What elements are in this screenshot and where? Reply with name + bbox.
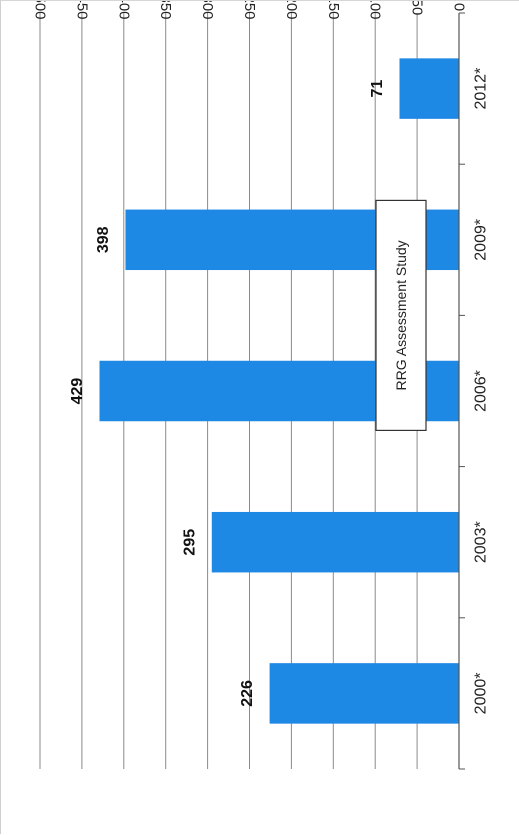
data-label: 71 — [369, 80, 386, 98]
data-label: 226 — [239, 680, 256, 707]
bar — [211, 511, 459, 573]
category-label: 2006* — [473, 370, 490, 412]
data-label: 398 — [95, 226, 112, 253]
data-label: 295 — [181, 529, 198, 556]
x-tick-label: 100 — [367, 1, 384, 20]
annotation-layer: RRG Assessment Study — [375, 199, 427, 431]
axis-layer: 0 50 100 150 200 250 300 350 400 450 500 2000* 2003*… — [32, 1, 490, 770]
x-tick-label: 400 — [115, 1, 132, 20]
annotation-box — [375, 199, 427, 431]
x-tick-label: 450 — [73, 1, 90, 20]
category-label: 2012* — [473, 68, 490, 110]
bar — [399, 58, 459, 119]
category-label: 2000* — [473, 672, 490, 714]
data-label: 429 — [69, 378, 86, 405]
x-tick-label: 350 — [157, 1, 174, 20]
annotation-text: RRG Assessment Study — [393, 240, 409, 390]
category-label: 2003* — [473, 521, 490, 563]
x-tick-label: 300 — [199, 1, 216, 20]
x-tick-label: 0 — [451, 3, 468, 11]
category-label: 2009* — [473, 219, 490, 261]
chart-rotated-group: 226 295 429 398 71 0 50 100 150 200 250 300 350 400 4… — [32, 1, 490, 770]
x-tick-label: 250 — [241, 1, 258, 20]
x-tick-label: 50 — [409, 1, 426, 15]
bar — [269, 663, 459, 724]
x-tick-label: 200 — [283, 1, 300, 20]
x-tick-label: 500 — [32, 1, 49, 20]
x-tick-label: 150 — [325, 1, 342, 20]
